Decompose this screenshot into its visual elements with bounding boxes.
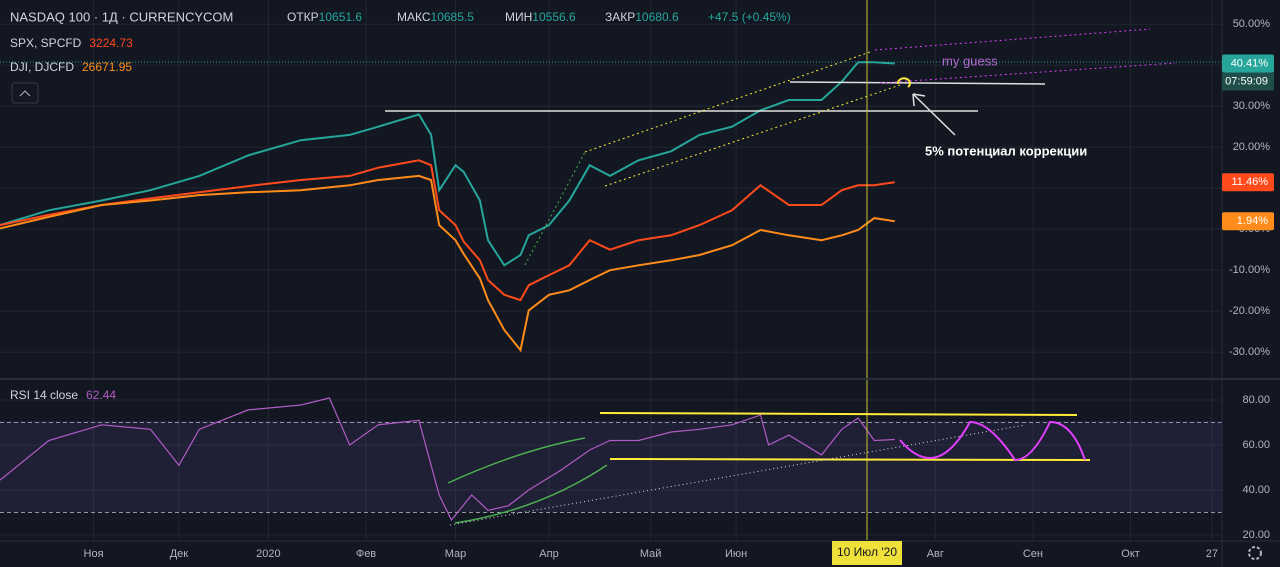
legend-value: 26671.95 [82,60,132,74]
x-tick-label: Май [640,548,662,560]
rsi-curve [447,437,586,484]
symbol-title: NASDAQ 100 · 1Д · CURRENCYCOM [10,9,233,24]
price-box [1222,54,1274,73]
y-tick-label: 20.00 [1242,529,1270,541]
price-box [1222,173,1274,192]
ohlc-value: 10685.5 [431,10,475,24]
ohlc-value: 10680.6 [635,10,679,24]
x-tick-label: 2020 [256,548,280,560]
x-tick-label: Авг [927,548,944,560]
countdown: 07:59:09 [1225,75,1268,87]
indicator-value: 62.44 [86,388,116,402]
legend-name: SPX, SPCFD [10,36,82,50]
price-label: 11.46% [1232,176,1269,188]
crosshair-label: 10 Июл '20 [837,545,897,559]
rsi-line [599,412,1078,416]
collapse-icon [19,90,31,97]
y-tick-label: 20.00% [1233,141,1271,153]
y-tick-label: 60.00 [1242,439,1270,451]
y-tick-label: 30.00% [1233,100,1271,112]
y-tick-label: -20.00% [1229,305,1270,317]
price-box [1222,212,1274,231]
y-tick-label: 50.00% [1233,18,1271,30]
x-tick-label: Апр [539,548,558,560]
ohlc-value: 10556.6 [532,10,576,24]
rsi-projection [899,420,1086,462]
annotation: 5% потенциал коррекции [925,143,1087,158]
x-tick-label: Июн [725,548,747,560]
series-line [0,61,895,267]
collapse-button[interactable] [11,82,39,104]
ohlc-label: МИН [505,10,532,24]
series-line [0,159,895,302]
channel-line [604,84,901,187]
rsi-curve [454,464,608,524]
labels: +47.5 (+0.45%)-30.00%-20.00%-10.00%0.00%… [10,10,1274,565]
circle-mark [896,77,911,88]
y-tick-label: 40.00 [1242,484,1270,496]
series-line [0,397,895,522]
indicator-title: RSI 14 close [10,388,78,402]
x-tick-label: Фев [356,548,376,560]
legend-value: 3224.73 [89,36,133,50]
y-tick-label: -10.00% [1229,264,1270,276]
ohlc-label: МАКС [397,10,431,24]
change: +47.5 (+0.45%) [708,10,791,24]
settings-icon[interactable] [1248,546,1262,560]
level-line [789,81,1046,85]
drawings [0,0,1222,540]
countdown-box [1222,72,1274,91]
legend-name: DJI, DJCFD [10,60,74,74]
x-tick-label: Дек [170,548,189,560]
y-tick-label: 80.00 [1242,394,1270,406]
channel-line [584,51,871,153]
x-tick-label: Мар [445,548,467,560]
ohlc-label: ЗАКР [605,10,635,24]
x-tick-label: Ноя [84,548,104,560]
ohlc-label: ОТКР [287,10,319,24]
grid [0,0,1222,540]
y-tick-label: -30.00% [1229,346,1270,358]
series-line [0,174,895,353]
projection-line [879,62,1176,84]
projection-line [874,28,1151,51]
x-tick-label: Сен [1023,548,1043,560]
x-tick-label: 27 [1206,548,1218,560]
ohlc: ОТКР 10651.6 МАКС 10685.5 МИН 10556.6 ЗАКР 1068… [287,10,679,24]
channel-line [524,151,586,266]
annotation: my guess [942,53,998,68]
rsi-band-fill [0,421,1222,512]
arrow [912,93,956,136]
crosshair-box [832,541,902,565]
price-label: 1.94% [1237,215,1268,227]
ohlc-value: 10651.6 [319,10,363,24]
rsi-line [609,458,1091,461]
price-label: 40.41% [1231,57,1269,69]
marks [0,61,895,522]
x-tick-label: Окт [1121,548,1140,560]
